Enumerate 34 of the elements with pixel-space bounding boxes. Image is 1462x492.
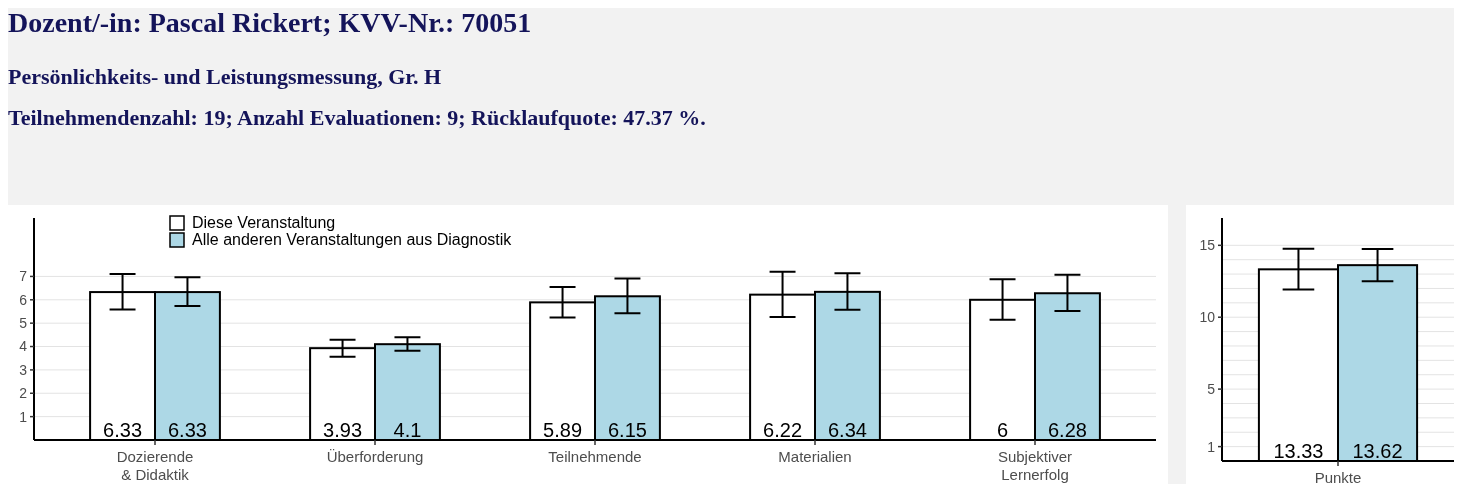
y-tick-label: 1 bbox=[1207, 438, 1216, 455]
x-tick-label: Teilnehmende bbox=[548, 448, 642, 465]
y-tick-label: 5 bbox=[1207, 381, 1216, 398]
data-label: 6.22 bbox=[763, 419, 803, 441]
legend-label: Diese Veranstaltung bbox=[192, 214, 336, 231]
data-label: 6 bbox=[996, 419, 1009, 441]
chart-subtitle: Persönlichkeits- und Leistungsmessung, Gr. H bbox=[8, 64, 442, 89]
x-tick-label: Dozierende & Didaktik bbox=[116, 448, 194, 483]
y-tick-label: 4 bbox=[19, 338, 28, 355]
legend-label: Alle anderen Veranstaltungen aus Diagnostik bbox=[192, 231, 513, 248]
y-tick-label: 2 bbox=[19, 385, 28, 402]
chart-title: Dozent/-in: Pascal Rickert; KVV-Nr.: 70051 bbox=[8, 7, 532, 38]
y-tick-label: 5 bbox=[19, 315, 28, 332]
x-tick-label: Punkte bbox=[1314, 469, 1362, 486]
data-label: 5.89 bbox=[543, 419, 583, 441]
data-label: 13.33 bbox=[1273, 440, 1324, 462]
y-tick-label: 15 bbox=[1199, 237, 1216, 254]
data-label: 6.15 bbox=[607, 419, 647, 441]
data-label: 6.33 bbox=[167, 419, 207, 441]
data-label: 6.28 bbox=[1047, 419, 1087, 441]
data-label: 6.34 bbox=[827, 419, 867, 441]
y-tick-label: 3 bbox=[19, 361, 28, 378]
y-tick-label: 10 bbox=[1199, 309, 1216, 326]
data-label: 4.1 bbox=[393, 419, 422, 441]
x-tick-label: Überforderung bbox=[326, 448, 424, 465]
y-tick-label: 1 bbox=[19, 408, 28, 425]
text: Teilnehmendenzahl: 19; Anzahl Evaluationen: 9; Rücklaufquote: 47.37 %. bbox=[8, 105, 706, 130]
data-label: 13.62 bbox=[1352, 440, 1403, 462]
y-tick-label: 6 bbox=[19, 291, 28, 308]
x-tick-label: Subjektiver Lernerfolg bbox=[997, 448, 1073, 483]
x-tick-label: Materialien bbox=[778, 448, 852, 465]
y-tick-label: 7 bbox=[19, 268, 28, 285]
data-label: 3.93 bbox=[323, 419, 363, 441]
data-label: 6.33 bbox=[103, 419, 143, 441]
